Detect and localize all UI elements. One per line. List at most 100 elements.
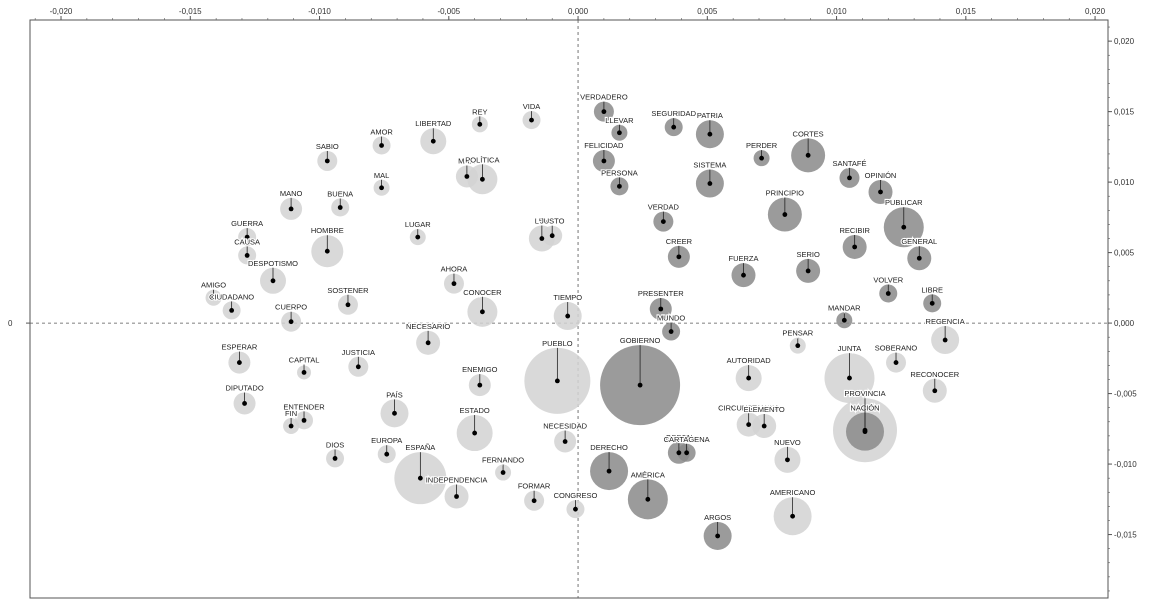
point-label: FIN [285,409,297,418]
point-label: CIRCUNSTANCIA [718,404,779,413]
point-label: ELEMENTO [744,405,785,414]
point-dot [707,131,713,137]
point-dot [379,185,384,191]
point-label: DERECHO [590,443,628,452]
point-dot [301,370,307,375]
point-label: SABIO [316,142,339,151]
point-label: LIBERTAD [415,119,452,128]
point-dot [554,378,560,384]
point-dot [668,329,674,334]
point-label: AMOR [370,127,393,136]
point-dot [479,309,485,315]
point-label: HOMBRE [311,226,344,235]
point-label: JUNTA [838,344,862,353]
point-label: PAÍS [386,390,403,399]
point-label: FELICIDAD [584,141,624,150]
point-dot [244,234,250,240]
y-tick-label: 0,020 [1114,37,1135,46]
x-tick-label: 0,000 [568,7,589,16]
point-label: FERNANDO [482,456,524,465]
point-dot [236,360,242,365]
point-dot [324,248,330,254]
point-label: VERDADERO [580,93,628,102]
point-dot [782,212,788,217]
point-dot [741,272,746,278]
point-label: MA... [458,156,476,165]
point-label: SEGURIDAD [651,109,696,118]
point-dot [288,319,294,325]
point-label: CAPITAL [289,355,320,364]
point-label: GUERRA [231,219,263,228]
point-label: DIOS [326,440,344,449]
point-label: OPINIÓN [865,171,897,180]
point-dot [601,158,607,164]
x-tick-label: 0,010 [827,7,848,16]
point-label: ENTENDER [283,402,325,411]
point-label: LUGAR [405,220,431,229]
point-dot [211,295,216,301]
point-dot [229,308,235,313]
point-dot [288,423,294,429]
point-dot [759,155,764,161]
point-dot [942,337,948,343]
point-label: GENERAL [901,237,937,246]
point-dot [671,124,677,130]
point-dot [795,343,801,349]
point-dot [601,109,607,115]
point-label: MANDAR [828,303,861,312]
point-dot [337,205,343,210]
point-dot [451,281,457,287]
point-label: AMERICANO [770,488,816,497]
point-label: DESPOTISMO [248,259,298,268]
point-dot [847,175,852,181]
point-dot [660,219,666,224]
point-label: ESTADO [459,406,489,415]
point-label: RECIBIR [839,226,870,235]
point-dot [430,138,436,144]
y-tick-label: 0,000 [1114,319,1135,328]
point-label: LLEVAR [605,116,634,125]
point-dot [477,382,483,388]
point-label: PATRIA [697,111,723,120]
point-label: AMIGO [201,281,226,290]
left-zero-label: 0 [8,319,13,328]
point-dot [324,158,330,164]
point-label: DIPUTADO [225,383,263,392]
point-label: CORTES [793,129,824,138]
point-label: PUBLICAR [885,198,923,207]
point-label: CONOCER [463,288,502,297]
point-label: MUNDO [657,314,685,323]
point-label: SANTAFÉ [832,159,866,168]
point-dot [676,450,682,456]
point-dot [539,236,545,241]
point-label: SOSTENER [327,286,369,295]
point-label: VIDA [523,102,541,111]
point-dot [479,176,485,182]
point-label: PUEBLO [542,339,573,348]
point-dot [901,224,907,230]
y-tick-label: -0,010 [1114,460,1137,469]
point-dot [529,117,534,123]
x-tick-label: -0,005 [437,7,460,16]
x-tick-label: -0,015 [179,7,202,16]
point-label: NECESARIO [406,322,450,331]
point-label: MANO [280,189,303,198]
point-dot [785,457,790,463]
y-tick-label: 0,015 [1114,108,1135,117]
point-label: CREER [666,237,693,246]
point-dot [645,496,651,502]
point-label: REGENCIA [926,317,965,326]
point-label: EUROPA [371,436,402,445]
point-label: PRESENTER [638,289,684,298]
point-dot [549,233,555,239]
point-label: FUERZA [728,254,758,263]
point-dot [617,130,622,136]
point-dot [805,268,811,274]
x-tick-label: -0,020 [50,7,73,16]
point-dot [684,450,690,456]
point-dot [384,451,390,457]
point-dot [454,494,459,499]
point-dot [761,423,767,429]
